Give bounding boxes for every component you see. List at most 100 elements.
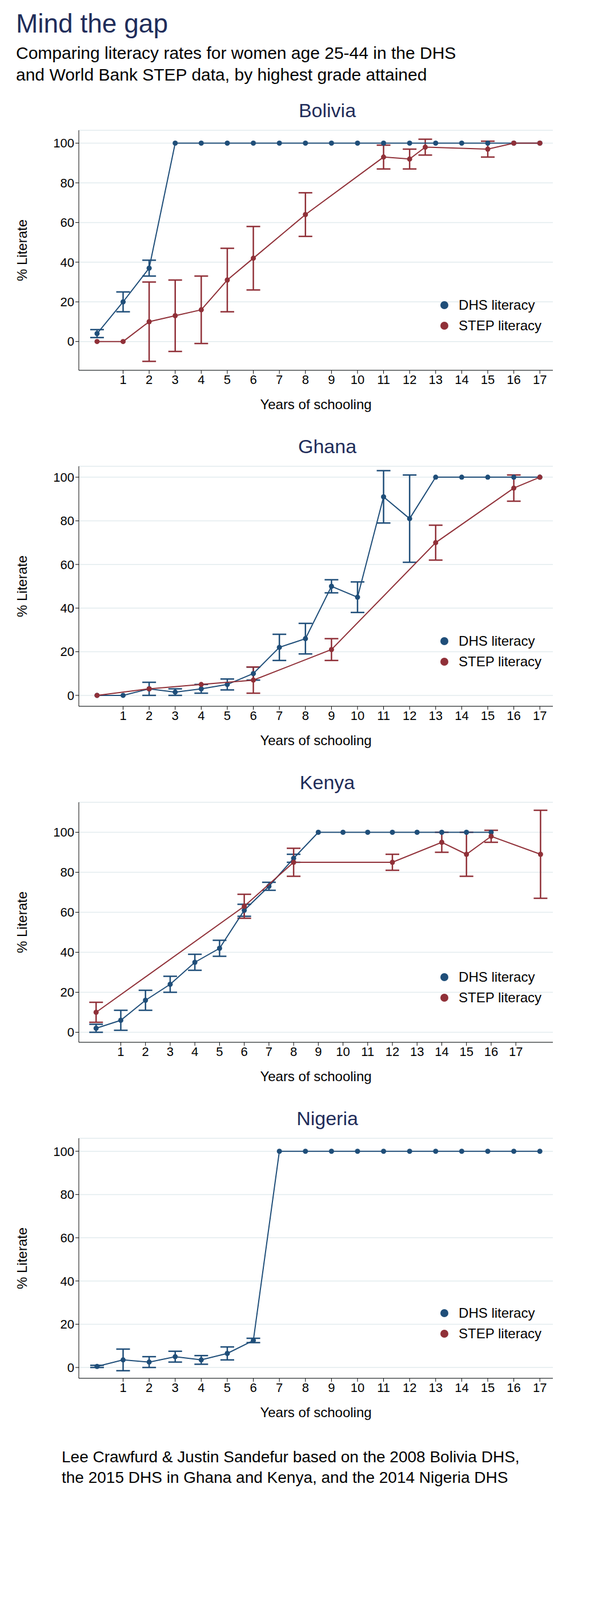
svg-text:2: 2 [145, 708, 153, 723]
svg-text:100: 100 [53, 135, 75, 151]
svg-text:3: 3 [171, 372, 179, 387]
svg-text:17: 17 [508, 1044, 523, 1059]
svg-text:14: 14 [454, 372, 469, 387]
svg-text:11: 11 [376, 1379, 391, 1395]
svg-text:14: 14 [454, 1379, 469, 1395]
svg-text:80: 80 [60, 1186, 75, 1202]
svg-text:16: 16 [506, 372, 521, 387]
svg-text:9: 9 [314, 1044, 322, 1059]
svg-text:5: 5 [223, 708, 231, 723]
svg-text:Years of schooling: Years of schooling [259, 396, 372, 412]
svg-text:20: 20 [60, 644, 75, 659]
svg-text:6: 6 [241, 1044, 248, 1059]
svg-text:11: 11 [376, 708, 391, 723]
svg-text:14: 14 [434, 1044, 449, 1059]
svg-text:2: 2 [145, 372, 153, 387]
svg-text:7: 7 [275, 372, 283, 387]
svg-text:1: 1 [119, 708, 127, 723]
svg-text:15: 15 [480, 1379, 495, 1395]
svg-text:0: 0 [67, 1024, 75, 1039]
svg-text:20: 20 [60, 984, 75, 999]
svg-text:16: 16 [484, 1044, 499, 1059]
svg-text:17: 17 [532, 372, 547, 387]
svg-text:% Literate: % Literate [14, 555, 30, 617]
svg-text:10: 10 [350, 1379, 365, 1395]
svg-text:6: 6 [249, 708, 257, 723]
svg-text:7: 7 [275, 708, 283, 723]
svg-text:17: 17 [532, 1379, 547, 1395]
svg-text:4: 4 [197, 708, 205, 723]
svg-text:3: 3 [166, 1044, 174, 1059]
svg-text:9: 9 [327, 708, 335, 723]
svg-text:5: 5 [223, 372, 231, 387]
svg-text:5: 5 [215, 1044, 223, 1059]
svg-text:9: 9 [327, 1379, 335, 1395]
svg-text:% Literate: % Literate [14, 1226, 30, 1289]
svg-text:4: 4 [197, 372, 205, 387]
svg-text:0: 0 [67, 688, 75, 703]
svg-text:40: 40 [60, 944, 75, 959]
svg-text:0: 0 [67, 1359, 75, 1375]
svg-text:40: 40 [60, 255, 75, 270]
svg-text:4: 4 [191, 1044, 199, 1059]
svg-text:13: 13 [428, 1379, 443, 1395]
svg-text:11: 11 [376, 372, 391, 387]
svg-text:13: 13 [428, 372, 443, 387]
svg-text:13: 13 [410, 1044, 424, 1059]
svg-text:13: 13 [428, 708, 443, 723]
svg-text:15: 15 [459, 1044, 473, 1059]
svg-text:80: 80 [60, 513, 75, 528]
svg-text:15: 15 [480, 372, 495, 387]
svg-text:8: 8 [302, 1379, 309, 1395]
svg-text:3: 3 [171, 708, 179, 723]
svg-text:Years of schooling: Years of schooling [259, 1068, 372, 1084]
svg-text:40: 40 [60, 600, 75, 616]
svg-text:40: 40 [60, 1273, 75, 1288]
svg-text:12: 12 [385, 1044, 400, 1059]
svg-text:2: 2 [145, 1379, 153, 1395]
svg-text:7: 7 [275, 1379, 283, 1395]
svg-text:80: 80 [60, 175, 75, 191]
svg-text:60: 60 [60, 215, 75, 230]
svg-text:Years of schooling: Years of schooling [259, 732, 372, 748]
svg-text:6: 6 [249, 372, 257, 387]
svg-text:% Literate: % Literate [14, 891, 30, 953]
svg-text:5: 5 [223, 1379, 231, 1395]
svg-text:10: 10 [350, 708, 365, 723]
svg-text:60: 60 [60, 1230, 75, 1245]
svg-text:0: 0 [67, 334, 75, 349]
svg-text:1: 1 [117, 1044, 124, 1059]
svg-text:8: 8 [290, 1044, 298, 1059]
svg-text:1: 1 [119, 1379, 127, 1395]
svg-text:12: 12 [402, 1379, 417, 1395]
svg-text:3: 3 [171, 1379, 179, 1395]
svg-text:15: 15 [480, 708, 495, 723]
svg-text:80: 80 [60, 864, 75, 880]
svg-text:10: 10 [335, 1044, 350, 1059]
svg-text:14: 14 [454, 708, 469, 723]
svg-text:7: 7 [265, 1044, 273, 1059]
svg-text:% Literate: % Literate [14, 219, 30, 282]
svg-text:8: 8 [302, 372, 309, 387]
svg-text:10: 10 [350, 372, 365, 387]
svg-text:100: 100 [53, 1144, 75, 1159]
svg-text:1: 1 [119, 372, 127, 387]
svg-text:100: 100 [53, 470, 75, 485]
svg-text:60: 60 [60, 557, 75, 572]
svg-text:20: 20 [60, 294, 75, 309]
svg-text:16: 16 [506, 708, 521, 723]
svg-text:12: 12 [402, 708, 417, 723]
svg-text:8: 8 [302, 708, 309, 723]
svg-text:Years of schooling: Years of schooling [259, 1403, 372, 1420]
svg-text:11: 11 [360, 1044, 375, 1059]
svg-text:2: 2 [142, 1044, 150, 1059]
svg-text:9: 9 [327, 372, 335, 387]
svg-text:60: 60 [60, 904, 75, 919]
svg-text:100: 100 [53, 824, 75, 840]
svg-text:6: 6 [249, 1379, 257, 1395]
svg-text:12: 12 [402, 372, 417, 387]
svg-text:16: 16 [506, 1379, 521, 1395]
svg-text:4: 4 [197, 1379, 205, 1395]
svg-text:20: 20 [60, 1316, 75, 1331]
svg-text:17: 17 [532, 708, 547, 723]
